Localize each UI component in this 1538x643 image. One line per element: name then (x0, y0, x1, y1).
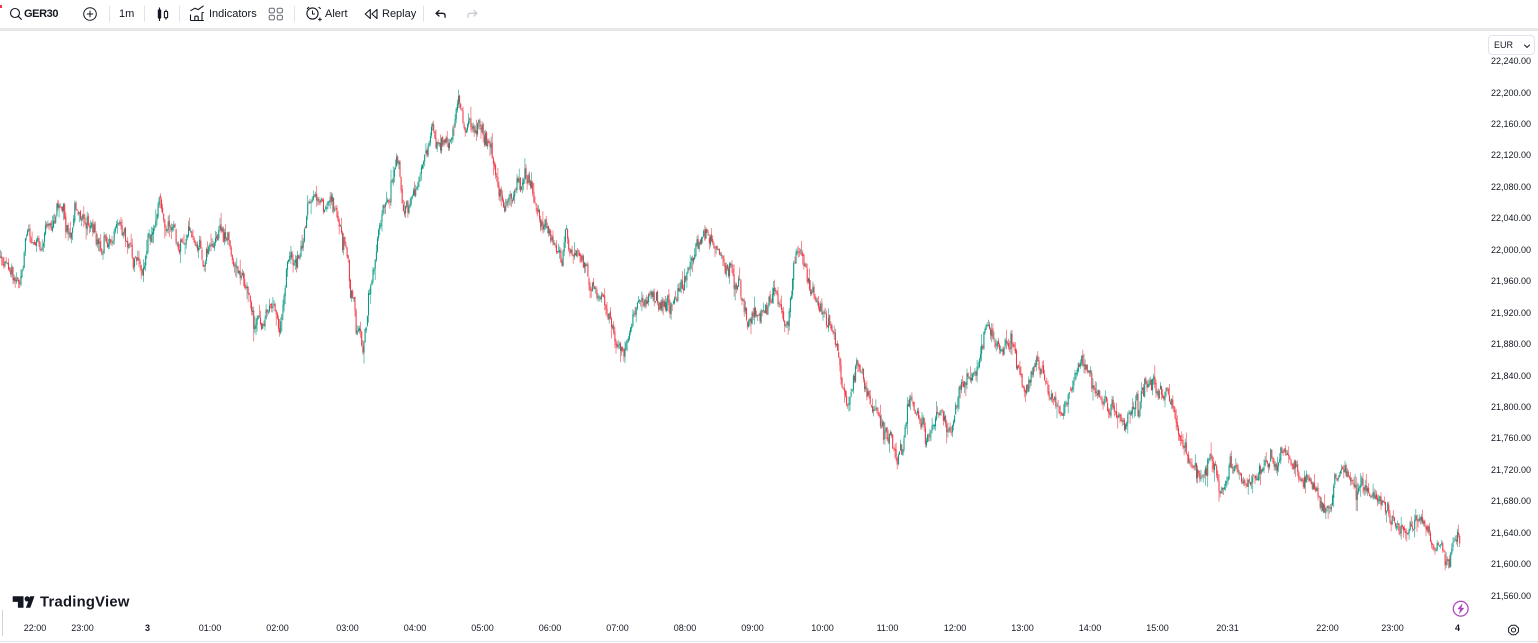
svg-text:TradingView: TradingView (40, 594, 130, 610)
